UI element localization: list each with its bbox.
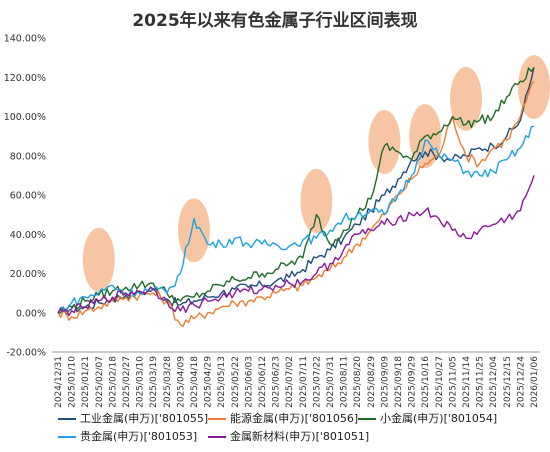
legend-swatch (58, 418, 76, 420)
highlight-ellipse (368, 110, 401, 175)
legend-swatch (58, 436, 76, 438)
y-tick-label: 100.00% (4, 112, 46, 123)
x-tick-label: 2025/04/09 (176, 356, 186, 408)
x-tick-label: 2025/05/22 (231, 356, 241, 408)
x-tick-label: 2025/12/24 (516, 356, 526, 408)
x-tick-label: 2025/07/31 (326, 356, 336, 408)
x-tick-label: 2025/06/12 (258, 356, 268, 408)
highlight-ellipse (450, 66, 482, 131)
x-tick-label: 2025/04/18 (190, 356, 200, 408)
x-tick-label: 2025/03/19 (149, 356, 159, 408)
legend-label: 能源金属(申万)['801056] (230, 412, 359, 425)
y-tick-label: 0.00% (16, 308, 46, 319)
x-tick-label: 2025/10/16 (421, 356, 431, 408)
legend-item: 贵金属(申万)['801053] (58, 428, 197, 444)
y-tick-label: 80.00% (10, 151, 46, 162)
legend-label: 贵金属(申万)['801053] (80, 430, 198, 443)
x-tick-label: 2025/12/04 (489, 356, 499, 408)
x-tick-label: 2025/12/15 (503, 356, 513, 408)
y-tick-label: 20.00% (10, 269, 46, 280)
series-line (57, 67, 535, 314)
x-tick-label: 2025/03/10 (136, 356, 146, 408)
y-tick-label: 40.00% (10, 230, 46, 241)
legend-label: 小金属(申万)['801054] (380, 412, 498, 425)
legend-item: 小金属(申万)['801054] (358, 410, 497, 426)
x-tick-label: 2025/10/27 (435, 356, 445, 408)
x-tick-label: 2025/03/28 (163, 356, 173, 408)
x-tick-label: 2026/01/06 (530, 356, 540, 408)
highlight-ellipse (82, 227, 115, 292)
x-tick-label: 2025/08/11 (340, 356, 350, 408)
y-tick-label: -20.00% (6, 348, 46, 359)
series-line (57, 125, 535, 314)
x-tick-label: 2025/01/21 (81, 356, 91, 408)
x-tick-label: 2025/01/10 (68, 356, 78, 408)
highlight-ellipse (178, 198, 210, 263)
x-tick-label: 2025/11/05 (448, 356, 458, 408)
highlight-layer (82, 55, 550, 292)
x-tick-label: 2025/11/14 (462, 356, 472, 408)
y-tick-label: 60.00% (10, 191, 46, 202)
x-tick-label: 2025/08/29 (367, 356, 377, 408)
x-tick-label: 2025/02/27 (122, 356, 132, 408)
legend-item: 金属新材料(申万)['801051] (208, 428, 369, 444)
legend-swatch (208, 436, 226, 438)
x-tick-label: 2025/07/11 (299, 356, 309, 408)
legend-item: 能源金属(申万)['801056] (208, 410, 358, 426)
x-tick-label: 2025/02/07 (95, 356, 105, 408)
chart-title: 2025年以来有色金属子行业区间表现 (132, 11, 418, 31)
legend-item: 工业金属(申万)['801055] (58, 410, 208, 426)
x-tick-label: 2025/09/29 (408, 356, 418, 408)
x-tick-label: 2025/09/09 (380, 356, 390, 408)
x-tick-label: 2025/09/18 (394, 356, 404, 408)
series-line (57, 80, 535, 328)
legend-label: 工业金属(申万)['801055] (80, 412, 209, 425)
series-line (57, 175, 535, 317)
x-tick-label: 2025/06/03 (244, 356, 254, 408)
x-tick-label: 2025/05/13 (217, 356, 227, 408)
x-tick-label: 2024/12/31 (54, 356, 64, 408)
y-tick-label: 120.00% (4, 73, 46, 84)
x-tick-label: 2025/11/25 (476, 356, 486, 408)
legend-swatch (208, 418, 226, 420)
axes-layer: -20.00% 0.00% 20.00% 40.00% 60.00% 80.00% 100.… (4, 34, 540, 408)
x-tick-label: 2025/07/22 (312, 356, 322, 408)
x-tick-label: 2025/07/02 (285, 356, 295, 408)
x-tick-label: 2025/06/23 (272, 356, 282, 408)
x-tick-label: 2025/02/18 (108, 356, 118, 408)
legend-swatch (358, 418, 376, 420)
highlight-ellipse (300, 168, 333, 233)
x-tick-label: 2025/08/20 (353, 356, 363, 408)
x-tick-label: 2025/04/29 (204, 356, 214, 408)
y-tick-label: 140.00% (4, 34, 46, 45)
legend-label: 金属新材料(申万)['801051] (230, 430, 370, 443)
series-layer (57, 67, 535, 328)
